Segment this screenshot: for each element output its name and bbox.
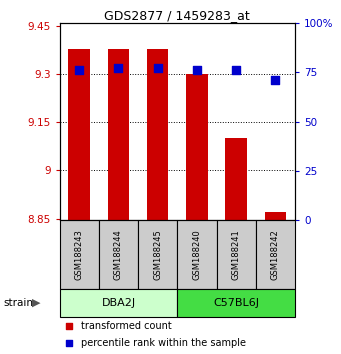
Point	[116, 65, 121, 71]
Text: GSM188242: GSM188242	[271, 229, 280, 280]
Point	[66, 341, 72, 346]
Point	[155, 65, 160, 71]
Bar	[265, 212, 286, 220]
Title: GDS2877 / 1459283_at: GDS2877 / 1459283_at	[104, 9, 250, 22]
Point	[66, 323, 72, 329]
Text: percentile rank within the sample: percentile rank within the sample	[81, 338, 246, 348]
Text: transformed count: transformed count	[81, 321, 172, 331]
Point	[272, 77, 278, 83]
Bar	[60, 220, 99, 289]
Text: GSM188243: GSM188243	[75, 229, 84, 280]
Point	[233, 68, 239, 73]
Text: GSM188245: GSM188245	[153, 229, 162, 280]
Text: strain: strain	[3, 298, 33, 308]
Bar	[147, 48, 168, 220]
Bar	[138, 220, 177, 289]
Text: GSM188241: GSM188241	[232, 229, 241, 280]
Text: C57BL6J: C57BL6J	[213, 298, 259, 308]
Text: DBA2J: DBA2J	[101, 298, 136, 308]
Bar	[69, 48, 90, 220]
Point	[76, 68, 82, 73]
Text: GSM188240: GSM188240	[192, 229, 202, 280]
Bar	[256, 220, 295, 289]
Bar	[99, 220, 138, 289]
Text: ▶: ▶	[32, 298, 40, 308]
Bar	[186, 74, 208, 220]
Bar	[217, 220, 256, 289]
Point	[194, 68, 199, 73]
Text: GSM188244: GSM188244	[114, 229, 123, 280]
Bar	[177, 289, 295, 317]
Bar	[177, 220, 217, 289]
Bar	[108, 48, 129, 220]
Bar	[60, 289, 177, 317]
Bar	[225, 138, 247, 220]
